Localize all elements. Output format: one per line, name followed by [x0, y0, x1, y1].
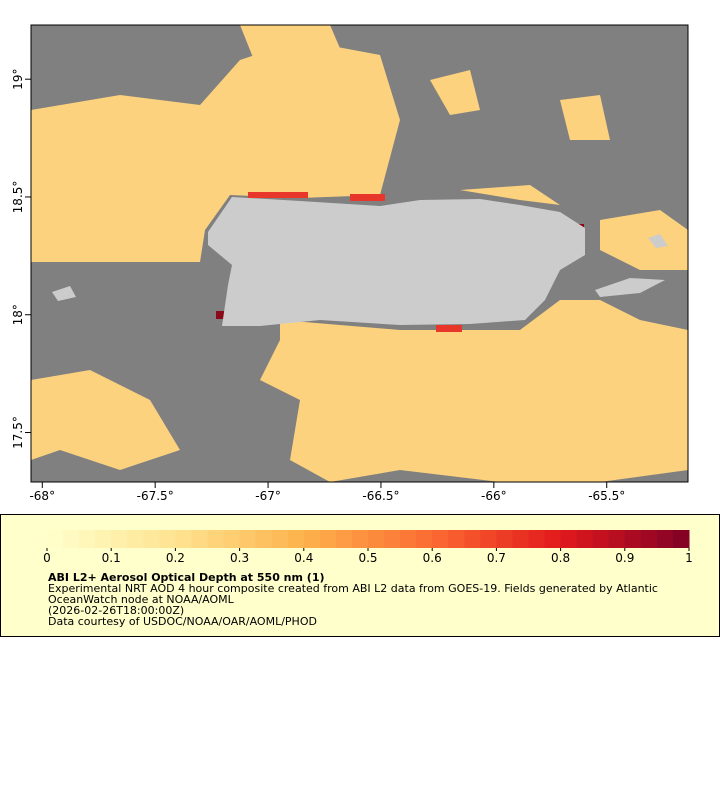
x-tick-label: -68°	[29, 489, 55, 503]
colorbar-step	[480, 530, 497, 548]
legend-note: Data courtesy of USDOC/NOAA/OAR/AOML/PHO…	[48, 615, 317, 628]
colorbar-step	[223, 530, 241, 548]
colorbar-tick-label: 0	[43, 551, 51, 565]
culebra	[648, 234, 668, 248]
colorbar-step	[271, 530, 289, 548]
colorbar-tick-label: 0.5	[358, 551, 377, 565]
edge-patch	[216, 311, 224, 319]
colorbar-tick-label: 0.7	[487, 551, 506, 565]
y-tick-label: 19°	[11, 69, 25, 90]
colorbar-step	[400, 530, 417, 548]
colorbar-step	[416, 530, 433, 548]
colorbar-step	[368, 530, 385, 548]
colorbar-step	[335, 530, 353, 548]
colorbar-tick-label: 0.9	[615, 551, 634, 565]
colorbar-step	[79, 530, 96, 548]
colorbar-step	[351, 530, 369, 548]
colorbar-step	[239, 530, 257, 548]
x-tick-label: -67.5°	[137, 489, 174, 503]
map-frame	[30, 24, 689, 483]
colorbar-step	[560, 530, 578, 548]
colorbar-step	[63, 530, 80, 548]
land	[52, 197, 668, 326]
coverage-patch	[430, 70, 480, 115]
colorbar-step	[496, 530, 513, 548]
x-tick-label: -66.5°	[362, 489, 399, 503]
colorbar-step	[95, 530, 112, 548]
puerto-rico	[208, 197, 585, 326]
legend-note: OceanWatch node at NOAA/AOML	[48, 593, 235, 606]
colorbar-step	[127, 530, 144, 548]
colorbar-step	[528, 530, 546, 548]
colorbar-tick-label: 0.4	[294, 551, 313, 565]
colorbar-tick-label: 0.6	[423, 551, 442, 565]
x-tick-label: -65.5°	[588, 489, 625, 503]
edge-patch	[248, 192, 308, 198]
coverage-patch	[260, 300, 688, 482]
colorbar-tick-label: 0.8	[551, 551, 570, 565]
coverage-patch	[31, 40, 400, 262]
legend-note: (2026-02-26T18:00:00Z)	[48, 604, 184, 617]
colorbar-step	[592, 530, 610, 548]
x-tick-label: -67°	[255, 489, 281, 503]
x-tick-label: -66°	[481, 489, 507, 503]
colorbar-step	[448, 530, 465, 548]
colorbar-step	[544, 530, 562, 548]
coverage-patch	[560, 95, 610, 140]
colorbar-step	[319, 530, 337, 548]
coverage-patch	[240, 25, 345, 80]
colorbar-step	[640, 530, 658, 548]
colorbar-step	[303, 530, 321, 548]
y-tick-label: 18.5°	[11, 181, 25, 214]
colorbar-tick-label: 1	[685, 551, 693, 565]
coverage-patch	[460, 185, 560, 205]
colorbar-step	[672, 530, 690, 548]
colorbar-step	[159, 530, 176, 548]
colorbar-step	[624, 530, 642, 548]
colorbar-step	[432, 530, 449, 548]
colorbar-step	[384, 530, 401, 548]
colorbar-step	[191, 530, 208, 548]
colorbar-step	[608, 530, 626, 548]
coverage-patch	[31, 370, 180, 470]
edge-patch	[436, 325, 462, 332]
colorbar-step	[656, 530, 674, 548]
colorbar-step	[143, 530, 160, 548]
colorbar-tick-label: 0.3	[230, 551, 249, 565]
legend-note: Experimental NRT AOD 4 hour composite cr…	[48, 582, 658, 595]
y-tick-label: 18°	[11, 304, 25, 325]
axes: -68° -67.5° -67° -66.5° -66° -65.5° 17.5° 18° 18…	[11, 69, 625, 503]
colorbar-step	[111, 530, 128, 548]
colorbar-step	[175, 530, 192, 548]
edge-patch	[350, 194, 385, 201]
colorbar-tick-label: 0.1	[102, 551, 121, 565]
colorbar-step	[47, 530, 64, 548]
y-tick-label: 17.5°	[11, 416, 25, 449]
mona-island	[52, 286, 76, 301]
colorbar-step	[287, 530, 305, 548]
colorbar: 0 0.1 0.2 0.3 0.4 0.5 0.6 0.7 0.8 0.9 1	[43, 530, 693, 565]
colorbar-step	[464, 530, 481, 548]
vieques	[595, 278, 665, 297]
colorbar-step	[576, 530, 594, 548]
legend-title: ABI L2+ Aerosol Optical Depth at 550 nm …	[48, 571, 325, 584]
coverage-patch	[600, 210, 688, 270]
aerosol-coverage	[31, 25, 688, 482]
colorbar-tick-label: 0.2	[166, 551, 185, 565]
colorbar-step	[512, 530, 529, 548]
colorbar-step	[255, 530, 273, 548]
colorbar-step	[207, 530, 225, 548]
